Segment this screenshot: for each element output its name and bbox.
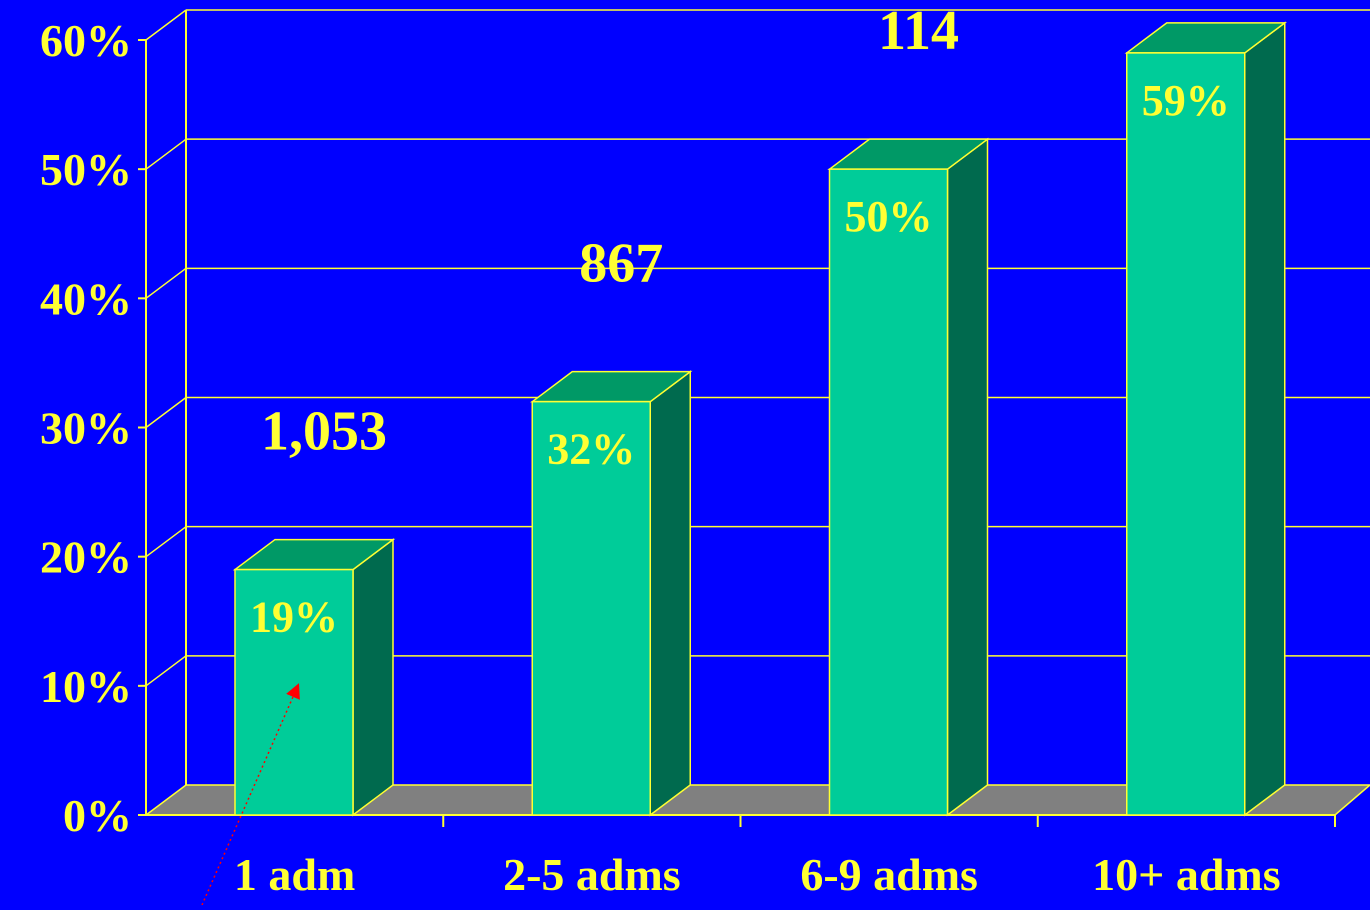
bar-count-label: 114 — [878, 0, 959, 62]
side-wall-gridline — [145, 526, 187, 558]
bar-value-label: 59% — [1142, 76, 1230, 125]
y-tick-label: 40% — [40, 273, 132, 324]
bar — [828, 168, 949, 816]
bar-side — [352, 538, 394, 817]
bar-value-label: 50% — [845, 192, 933, 241]
y-tick-label: 10% — [40, 661, 132, 712]
bar-side — [1244, 21, 1286, 817]
x-tick-label: 2-5 adms — [503, 849, 681, 900]
bar — [531, 400, 651, 816]
bar-value-label: 32% — [547, 425, 635, 474]
side-wall-gridline — [145, 396, 187, 429]
y-tick-label: 30% — [40, 403, 132, 454]
bar-count-label: 1,053 — [261, 401, 387, 463]
y-tick-label: 0% — [63, 790, 132, 841]
y-tick-label: 50% — [40, 144, 132, 195]
side-wall-gridline — [145, 138, 187, 170]
bar-side — [946, 137, 989, 817]
x-tick-label: 6-9 adms — [800, 849, 978, 900]
side-wall-gridline — [145, 655, 187, 687]
side-wall-gridline — [145, 267, 187, 299]
bar-value-label: 19% — [250, 593, 338, 642]
bar-count-label: 867 — [579, 233, 663, 295]
bar — [1126, 52, 1246, 816]
x-tick-label: 10+ adms — [1092, 849, 1281, 900]
side-wall-gridline — [145, 9, 187, 41]
y-tick-label: 60% — [40, 15, 132, 66]
annotation-arrow — [201, 683, 300, 906]
x-tick-label: 1 adm — [234, 849, 355, 900]
bar-side — [649, 370, 691, 817]
y-tick-label: 20% — [40, 532, 132, 583]
